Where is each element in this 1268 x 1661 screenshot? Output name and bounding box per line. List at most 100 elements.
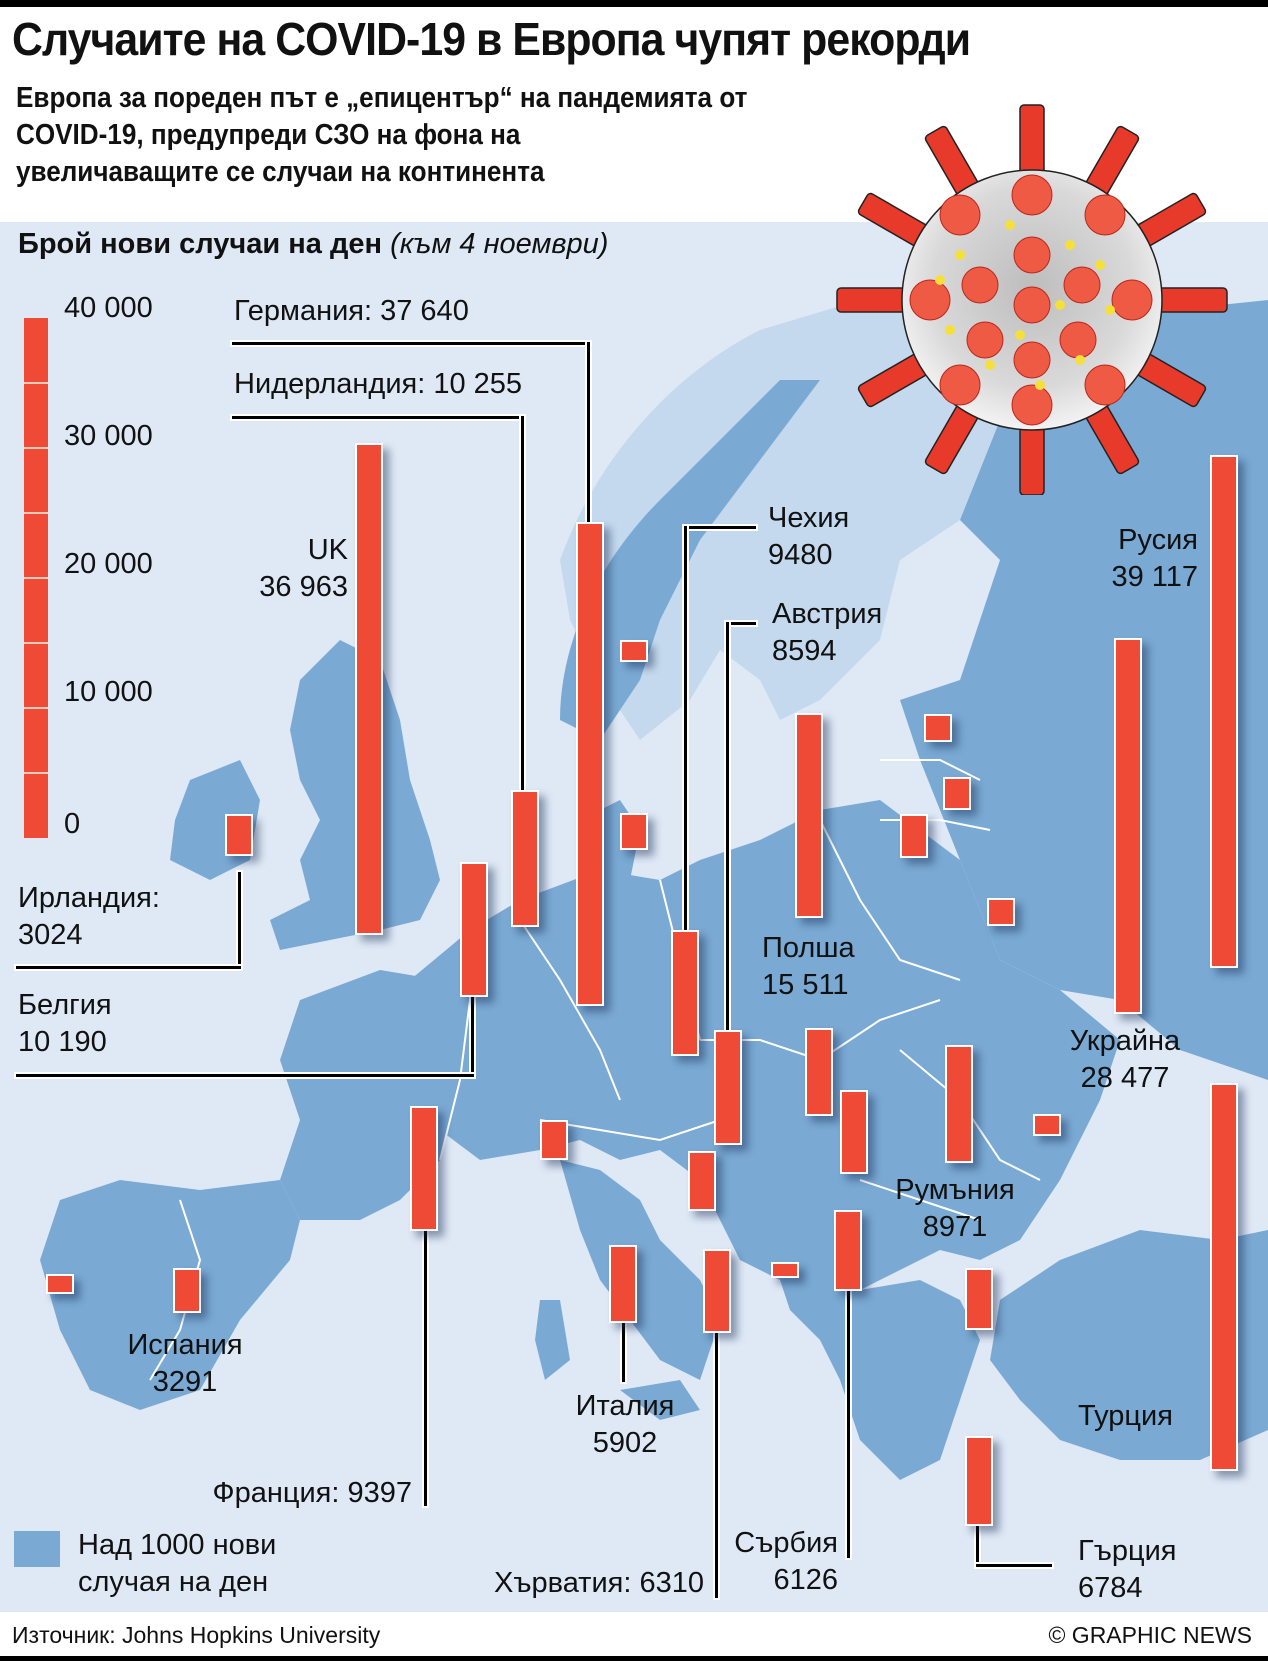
bar-romania bbox=[945, 1045, 973, 1163]
label-serbia-name: Сърбия bbox=[734, 1527, 838, 1559]
label-romania-name: Румъния bbox=[895, 1174, 1015, 1206]
label-poland-name: Полша bbox=[762, 932, 855, 964]
netherlands-leader-h bbox=[232, 416, 524, 419]
bar-slovakia bbox=[805, 1028, 833, 1116]
bar-russia bbox=[1210, 455, 1238, 968]
ireland-leader-v bbox=[238, 872, 241, 968]
scale-tick-40000: 40 000 bbox=[64, 292, 153, 324]
label-italy-name: Италия bbox=[575, 1390, 675, 1422]
austria-leader-h bbox=[726, 622, 756, 625]
label-czech-value: 9480 bbox=[768, 539, 833, 571]
belgium-leader-v bbox=[471, 992, 474, 1076]
legend-label: Над 1000 нови случая на ден bbox=[78, 1527, 276, 1601]
label-poland: Полша 15 511 bbox=[762, 930, 855, 1004]
subtitle: Европа за пореден път е „епицентър“ на п… bbox=[16, 80, 970, 191]
label-spain-value: 3291 bbox=[152, 1366, 218, 1398]
bar-switzerland bbox=[540, 1120, 568, 1160]
bar-moldova bbox=[1033, 1114, 1061, 1136]
croatia-leader bbox=[715, 1330, 718, 1598]
scale-divider bbox=[24, 512, 48, 514]
france-leader bbox=[424, 1228, 427, 1506]
scale-tick-10000: 10 000 bbox=[64, 676, 153, 708]
label-italy-value: 5902 bbox=[592, 1427, 658, 1459]
bar-turkey bbox=[1210, 1083, 1238, 1471]
austria-leader-v bbox=[726, 622, 729, 1032]
top-rule bbox=[0, 0, 1268, 7]
czech-leader-h bbox=[684, 526, 756, 529]
label-uk-name: UK bbox=[307, 534, 348, 566]
bar-lithuania bbox=[900, 814, 928, 858]
label-greece: Гърция 6784 bbox=[1078, 1533, 1176, 1607]
bar-slovenia bbox=[688, 1151, 716, 1211]
chart-heading: Брой нови случаи на ден (към 4 ноември) bbox=[18, 228, 608, 261]
serbia-leader bbox=[847, 1290, 850, 1558]
label-serbia-value: 6126 bbox=[773, 1564, 838, 1596]
label-austria: Австрия 8594 bbox=[772, 596, 882, 670]
bar-germany bbox=[576, 522, 604, 1006]
label-ireland: Ирландия: 3024 bbox=[18, 880, 160, 954]
subtitle-line-3: увеличаващите се случаи на континента bbox=[16, 156, 545, 188]
scale-tick-0: 0 bbox=[64, 808, 81, 840]
coronavirus-illustration bbox=[836, 104, 1228, 495]
label-romania-value: 8971 bbox=[922, 1211, 988, 1243]
legend-swatch-over-1000 bbox=[14, 1531, 60, 1567]
bar-italy bbox=[609, 1245, 637, 1323]
copyright-credit: © GRAPHIC NEWS bbox=[1048, 1622, 1252, 1648]
scale-divider bbox=[24, 642, 48, 644]
bar-ukraine bbox=[1114, 638, 1142, 1014]
label-spain-name: Испания bbox=[127, 1329, 243, 1361]
label-belgium: Белгия 10 190 bbox=[18, 987, 112, 1061]
italy-leader bbox=[622, 1320, 625, 1382]
legend-label-line-1: Над 1000 нови bbox=[78, 1529, 277, 1561]
bar-greece bbox=[965, 1436, 993, 1526]
bar-poland bbox=[795, 713, 823, 918]
label-austria-value: 8594 bbox=[772, 635, 837, 667]
bar-sweden bbox=[620, 640, 648, 662]
label-russia: Русия 39 117 bbox=[1070, 522, 1198, 596]
bar-bulgaria bbox=[965, 1268, 993, 1330]
bar-belarus bbox=[987, 898, 1015, 926]
scale-divider bbox=[24, 707, 48, 709]
greece-leader-v bbox=[976, 1524, 979, 1566]
bar-portugal bbox=[46, 1274, 74, 1294]
bar-latvia bbox=[943, 777, 971, 810]
label-croatia: Хърватия: 6310 bbox=[494, 1567, 704, 1599]
belgium-leader-h bbox=[16, 1074, 474, 1077]
label-uk-value: 36 963 bbox=[259, 571, 348, 603]
germany-leader-h bbox=[232, 342, 590, 345]
bar-ireland bbox=[225, 814, 253, 856]
label-turkey: Турция bbox=[1078, 1400, 1173, 1432]
bar-denmark bbox=[620, 813, 648, 850]
bar-hungary bbox=[840, 1090, 868, 1174]
subtitle-line-1: Европа за пореден път е „епицентър“ на п… bbox=[16, 82, 748, 114]
label-belgium-name: Белгия bbox=[18, 989, 112, 1021]
bottom-rule bbox=[0, 1656, 1268, 1661]
label-russia-name: Русия bbox=[1118, 524, 1198, 556]
ireland-leader-h bbox=[16, 966, 241, 969]
legend-label-line-2: случая на ден bbox=[78, 1566, 269, 1598]
chart-heading-bold: Брой нови случаи на ден bbox=[18, 228, 383, 260]
label-netherlands: Нидерландия: 10 255 bbox=[234, 368, 523, 400]
bar-croatia bbox=[703, 1249, 731, 1333]
label-serbia: Сърбия 6126 bbox=[720, 1525, 838, 1599]
bar-netherlands bbox=[511, 790, 539, 927]
label-poland-value: 15 511 bbox=[762, 969, 849, 1001]
bar-belgium bbox=[460, 862, 488, 997]
bar-estonia bbox=[924, 714, 952, 742]
label-ireland-value: 3024 bbox=[18, 919, 83, 951]
label-czech-name: Чехия bbox=[768, 502, 850, 534]
label-ireland-name: Ирландия: bbox=[18, 882, 160, 914]
scale-divider bbox=[24, 447, 48, 449]
scale-divider bbox=[24, 577, 48, 579]
chart-heading-date: (към 4 ноември) bbox=[390, 228, 609, 260]
bar-uk bbox=[355, 443, 383, 935]
label-france: Франция: 9397 bbox=[212, 1477, 412, 1509]
scale-divider bbox=[24, 382, 48, 384]
label-czech: Чехия 9480 bbox=[768, 500, 849, 574]
source-credit: Източник: Johns Hopkins University bbox=[12, 1622, 381, 1648]
subtitle-line-2: COVID-19, предупреди СЗО на фона на bbox=[16, 119, 521, 151]
germany-leader-v bbox=[587, 342, 590, 522]
bar-serbia bbox=[834, 1210, 862, 1291]
label-ukraine-value: 28 477 bbox=[1080, 1062, 1170, 1094]
footer bbox=[0, 1612, 1268, 1661]
